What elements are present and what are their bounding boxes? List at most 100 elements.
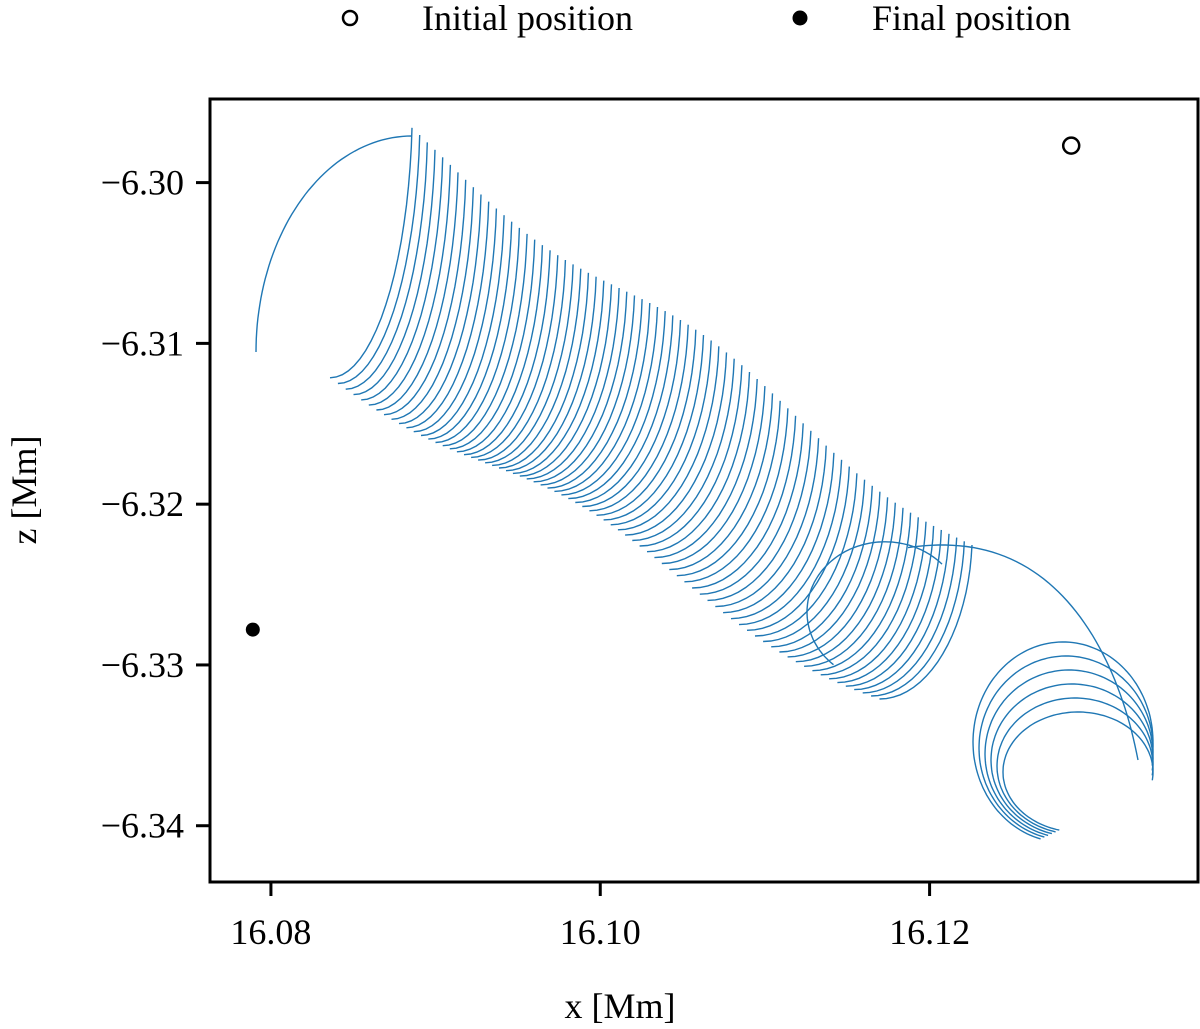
trajectory-cycloid-arc [575,315,674,504]
trajectory-cycloid-arc [632,358,735,542]
trajectory-cycloid-arc [603,334,705,521]
trajectory-cycloid-arc [804,507,904,667]
trajectory-cycloid-arc [498,272,590,469]
trajectory-cycloid-arc [413,208,498,433]
trajectory-cycloid-arc [707,430,812,602]
trajectory-cycloid-arc [478,259,567,461]
trajectory-cycloid-arc [368,164,452,406]
trajectory-cycloid-arc [625,352,728,536]
trajectory-cycloid-arc [617,346,720,531]
legend-initial-label: Initial position [422,0,633,38]
trajectory-cycloid-arc [505,276,597,472]
trajectory-cycloid-arc [715,438,820,608]
trajectory-cycloid-arc [406,201,490,429]
trajectory-cycloid-arc [646,371,751,553]
trajectory-cycloid-arc [795,502,896,663]
trajectory-cycloid-arc [820,517,919,676]
plot-frame [208,97,1200,884]
trajectory-cycloid-arc [829,521,927,680]
trajectory-cycloid-arc [845,529,942,687]
trajectory-cycloid-arc [854,533,950,691]
trajectory-cycloid-arc [730,452,835,620]
legend-initial-marker [341,9,359,27]
trajectory-cycloid-arc [485,264,574,464]
trajectory-cycloid-arc [754,473,858,637]
trajectory-cycloid-arc [610,340,712,526]
trajectory-series [255,127,1154,840]
trajectory-cycloid-arc [337,134,421,385]
y-tick-label: −6.31 [101,323,184,363]
trajectory-cycloid-arc [420,215,505,437]
legend: Initial position Final position [341,0,1071,38]
trajectory-hook-arc [972,641,1154,840]
trajectory-cycloid-arc [361,157,444,401]
trajectory-cycloid-arc [329,127,413,379]
trajectory-cycloid-arc [669,393,774,571]
trajectory-cycloid-arc [526,287,620,480]
trajectory-cycloid-arc [428,221,513,440]
trajectory-cycloid-arc [449,239,536,450]
trajectory-cycloid-arc [353,149,436,396]
x-tick-label: 16.10 [560,912,641,952]
trajectory-final-arc [255,135,413,353]
legend-final-label: Final position [872,0,1071,38]
trajectory-cycloid-arc [723,445,827,614]
trajectory-hook-arc [984,669,1154,837]
trajectory-cycloid-arc [738,459,843,626]
trajectory-cycloid-arc [519,284,613,477]
trajectory-cycloid-arc [376,172,459,411]
final-position-marker [245,622,260,637]
trajectory-cycloid-arc [345,142,428,390]
trajectory-cycloid-arc [879,544,973,700]
x-axis-label: x [Mm] [565,986,676,1026]
trajectory-cycloid-arc [837,525,935,684]
trajectory-cycloid-arc [699,423,804,595]
trajectory-cycloid-arc [684,408,789,583]
trajectory-cycloid-arc [771,485,873,648]
y-tick-label: −6.34 [101,806,184,846]
trajectory-cycloid-arc [554,302,651,493]
trajectory-cycloid-arc [391,187,475,420]
trajectory-cycloid-arc [871,541,965,697]
trajectory-cycloid-arc [862,537,958,694]
trajectory-hook-arc [978,655,1154,838]
trajectory-cycloid-arc [589,324,689,512]
y-axis-label: z [Mm] [4,436,44,545]
trajectory-cycloid-arc [692,415,797,589]
trajectory-cycloid-arc [456,245,544,453]
trajectory-cycloid-arc [471,255,559,459]
trajectory-cycloid-arc [463,250,551,456]
trajectory-cycloid-arc [492,268,582,467]
trajectory-hook-arc [990,683,1154,835]
trajectory-cycloid-arc [763,479,866,643]
trajectory-cycloid-arc [512,280,605,475]
trajectory-cycloid-arc [676,400,781,577]
trajectory-hook-arc [996,697,1154,833]
trajectory-cycloid-arc [547,299,643,489]
trajectory-hook-arc [1002,711,1154,831]
legend-final-marker [792,10,808,26]
initial-position-marker [1061,136,1081,155]
trajectory-cycloid-arc [779,491,881,653]
position-markers [245,136,1081,637]
trajectory-cycloid-arc [442,233,528,447]
trajectory-cycloid-arc [746,466,850,631]
trajectory-cycloid-arc [540,295,636,486]
trajectory-cycloid-arc [639,365,743,547]
trajectory-cycloid-arc [787,497,889,658]
y-tick-label: −6.32 [101,484,184,524]
y-axis-ticks: −6.34 −6.33 −6.32 −6.31 −6.30 [101,163,210,846]
trajectory-cycloid-arc [661,386,766,565]
trajectory-cycloid-arc [812,512,912,672]
x-tick-label: 16.08 [230,912,311,952]
trajectory-cycloid-arc [398,194,482,425]
trajectory-cycloid-arc [533,291,628,483]
trajectory-transition-arc [907,544,1139,761]
trajectory-cycloid-arc [435,227,521,444]
trajectory-cycloid-arc [582,319,682,508]
trajectory-cycloid-arc [383,179,467,416]
trajectory-cycloid-arc [596,329,697,516]
trajectory-cycloid-arc [568,311,666,500]
trajectory-cycloid-arc [654,378,758,559]
